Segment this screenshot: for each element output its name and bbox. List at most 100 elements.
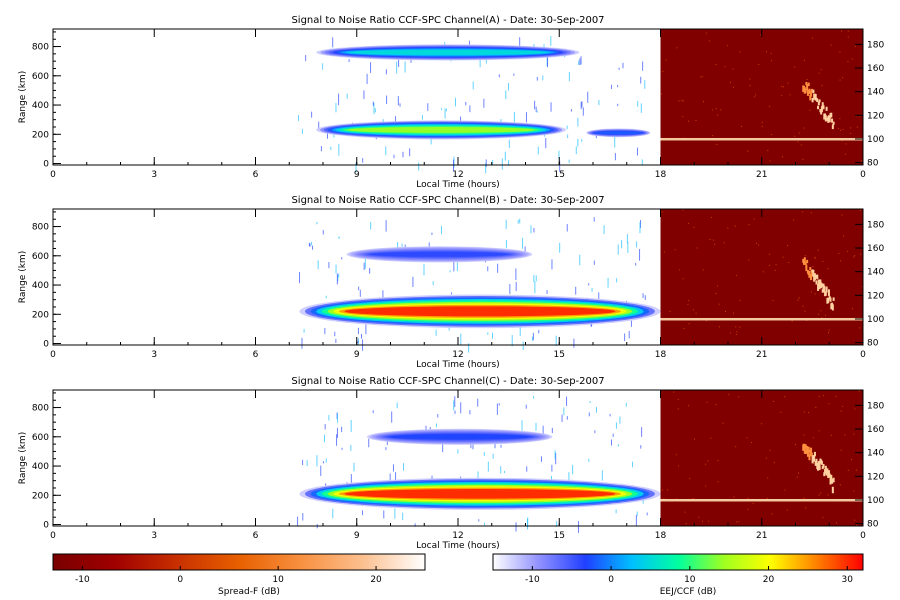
colorbar-tick-label: 0 bbox=[608, 575, 614, 585]
noise-streak bbox=[559, 242, 561, 253]
noise-streak bbox=[534, 281, 536, 294]
plume-streak bbox=[807, 446, 810, 453]
x-axis: 0 3 6 9 12 15 18 21 0 Local Time (hours) bbox=[50, 29, 866, 190]
plume-streak bbox=[813, 455, 816, 462]
noise-streak bbox=[469, 410, 471, 415]
plume-streak bbox=[811, 97, 814, 103]
speckle bbox=[679, 269, 681, 271]
noise-streak bbox=[478, 519, 480, 522]
speckle bbox=[748, 259, 750, 261]
noise-streak bbox=[317, 260, 319, 270]
speckle bbox=[761, 121, 763, 123]
plume-streak bbox=[810, 88, 813, 93]
speckle bbox=[821, 317, 823, 319]
y2-tick-label: 160 bbox=[867, 425, 884, 435]
noise-streak bbox=[320, 145, 322, 152]
noise-streak bbox=[555, 452, 557, 465]
noise-streak bbox=[431, 232, 433, 235]
speckle bbox=[769, 105, 771, 107]
speckle bbox=[761, 423, 763, 425]
noise-streak bbox=[635, 262, 637, 266]
noise-streak bbox=[335, 103, 337, 113]
plume-streak bbox=[811, 456, 814, 464]
speckle bbox=[701, 75, 703, 77]
noise-streak bbox=[363, 262, 365, 270]
spread-f-panel bbox=[660, 209, 863, 345]
speckle bbox=[798, 132, 800, 134]
x-tick-label: 3 bbox=[151, 350, 157, 360]
y2-tick-label: 100 bbox=[867, 496, 884, 506]
speckle bbox=[810, 291, 812, 293]
speckle bbox=[788, 261, 790, 263]
speckle bbox=[802, 211, 804, 213]
speckle bbox=[720, 109, 722, 111]
colorbar-tick-label: 10 bbox=[684, 575, 696, 585]
plume-streak bbox=[814, 93, 817, 101]
y-axis-label: Range (km) bbox=[18, 251, 28, 303]
speckle bbox=[688, 405, 690, 407]
y2-tick-label: 160 bbox=[867, 244, 884, 254]
speckle bbox=[748, 224, 750, 226]
noise-streak bbox=[350, 474, 352, 484]
noise-streak bbox=[444, 108, 446, 119]
noise-streak bbox=[515, 522, 517, 532]
speckle bbox=[673, 391, 675, 393]
speckle bbox=[688, 120, 690, 122]
speckle bbox=[770, 52, 772, 54]
plume-streak bbox=[814, 274, 817, 279]
speckle bbox=[787, 82, 789, 84]
plume-streak bbox=[808, 88, 811, 95]
noise-streak bbox=[404, 61, 406, 73]
noise-streak bbox=[303, 328, 305, 333]
plume-streak bbox=[810, 452, 813, 457]
speckle bbox=[705, 32, 707, 34]
noise-streak bbox=[561, 414, 563, 422]
plume-streak bbox=[806, 451, 809, 457]
plume-streak bbox=[820, 460, 823, 465]
speckle bbox=[693, 226, 695, 228]
speckle bbox=[747, 150, 749, 152]
noise-streak bbox=[382, 290, 384, 302]
plume-streak bbox=[810, 269, 813, 277]
noise-streak bbox=[332, 37, 334, 48]
noise-streak bbox=[322, 63, 324, 70]
speckle bbox=[820, 310, 822, 312]
noise-streak bbox=[563, 407, 565, 416]
noise-streak bbox=[612, 433, 614, 437]
noise-streak bbox=[630, 320, 632, 327]
plume-streak bbox=[830, 474, 833, 480]
speckle bbox=[710, 216, 712, 218]
noise-streak bbox=[572, 464, 574, 475]
noise-streak bbox=[587, 91, 589, 103]
noise-streak bbox=[617, 85, 619, 88]
noise-streak bbox=[537, 146, 539, 155]
colorbar-strip bbox=[492, 553, 864, 571]
speckle bbox=[839, 79, 841, 81]
plume-streak bbox=[816, 98, 819, 103]
plume-streak bbox=[810, 90, 813, 97]
speckle bbox=[830, 434, 832, 436]
noise-streak bbox=[437, 413, 439, 418]
speckle bbox=[717, 481, 719, 483]
noise-streak bbox=[640, 445, 642, 449]
noise-streak bbox=[359, 289, 361, 297]
plume-streak bbox=[832, 477, 835, 483]
speckle bbox=[703, 101, 705, 103]
echo-contour bbox=[390, 434, 530, 440]
speckle bbox=[663, 498, 665, 500]
noise-streak bbox=[566, 125, 568, 130]
y-tick-label: 200 bbox=[32, 491, 49, 501]
echo-contour bbox=[344, 489, 616, 499]
speckle bbox=[800, 144, 802, 146]
noise-streak bbox=[513, 111, 515, 123]
speckle bbox=[766, 497, 768, 499]
noise-streak bbox=[626, 234, 628, 244]
speckle bbox=[854, 408, 856, 410]
noise-streak bbox=[546, 290, 548, 294]
noise-streak bbox=[358, 286, 360, 291]
noise-streak bbox=[383, 510, 385, 519]
y-tick-label: 200 bbox=[32, 310, 49, 320]
speckle bbox=[711, 109, 713, 111]
chart-title: Signal to Noise Ratio CCF-SPC Channel(A)… bbox=[291, 15, 604, 26]
plume-streak bbox=[824, 115, 827, 122]
